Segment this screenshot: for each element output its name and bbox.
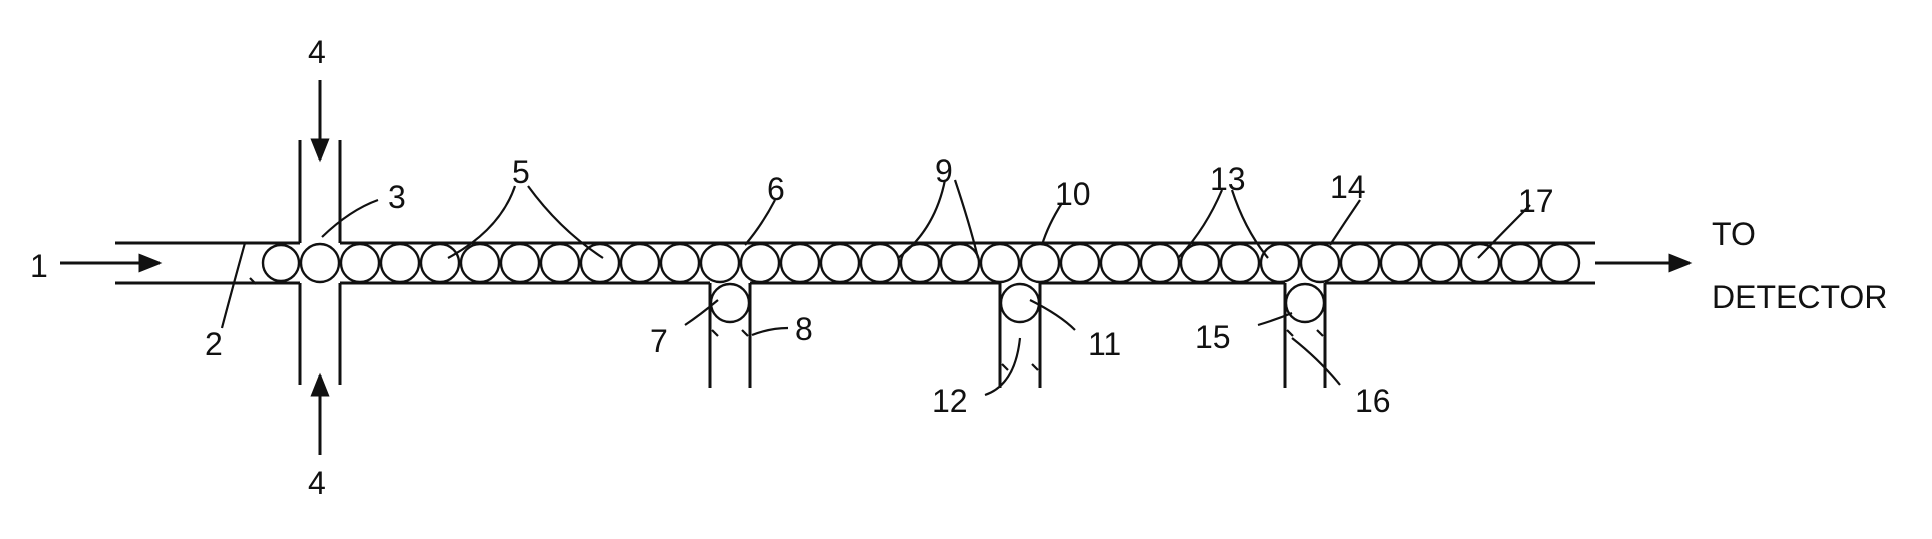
branch-hatch-marks [250, 278, 1323, 370]
label-2: 2 [205, 326, 223, 362]
droplet [541, 244, 579, 282]
droplet [941, 244, 979, 282]
leader-lines [222, 180, 1530, 395]
droplet [701, 244, 739, 282]
droplet [781, 244, 819, 282]
branch-droplet-2 [1001, 284, 1039, 322]
droplet [1301, 244, 1339, 282]
branch-droplet-1 [711, 284, 749, 322]
label-12: 12 [932, 383, 968, 419]
label-6: 6 [767, 171, 785, 207]
droplet [741, 244, 779, 282]
droplet [341, 244, 379, 282]
label-10: 10 [1055, 176, 1091, 212]
label-14: 14 [1330, 169, 1366, 205]
label-3: 3 [388, 179, 406, 215]
droplet [1141, 244, 1179, 282]
label-11: 11 [1088, 326, 1121, 362]
label-17: 17 [1518, 183, 1554, 219]
droplet [821, 244, 859, 282]
droplet [981, 244, 1019, 282]
droplet [1221, 244, 1259, 282]
label-detector: DETECTOR [1712, 279, 1887, 315]
label-8: 8 [795, 311, 813, 347]
droplet [581, 244, 619, 282]
droplet [1021, 244, 1059, 282]
droplet [381, 244, 419, 282]
label-13: 13 [1210, 161, 1246, 197]
branch-droplet-3 [1286, 284, 1324, 322]
droplet [421, 244, 459, 282]
label-1: 1 [30, 248, 48, 284]
label-to: TO [1712, 216, 1756, 252]
droplet [1101, 244, 1139, 282]
droplet [1541, 244, 1579, 282]
droplet [501, 244, 539, 282]
droplet [461, 244, 499, 282]
label-16: 16 [1355, 383, 1391, 419]
label-4-bottom: 4 [308, 465, 326, 501]
label-4-top: 4 [308, 34, 326, 70]
droplet [1421, 244, 1459, 282]
droplet [861, 244, 899, 282]
droplet [621, 244, 659, 282]
droplet [301, 244, 339, 282]
droplet [263, 245, 299, 281]
droplet [1501, 244, 1539, 282]
droplet [1061, 244, 1099, 282]
label-15: 15 [1195, 319, 1231, 355]
label-5: 5 [512, 154, 530, 190]
droplet [1461, 244, 1499, 282]
label-9: 9 [935, 153, 953, 189]
droplet [1261, 244, 1299, 282]
droplet [1341, 244, 1379, 282]
droplet [1381, 244, 1419, 282]
label-7: 7 [650, 323, 668, 359]
droplet [661, 244, 699, 282]
